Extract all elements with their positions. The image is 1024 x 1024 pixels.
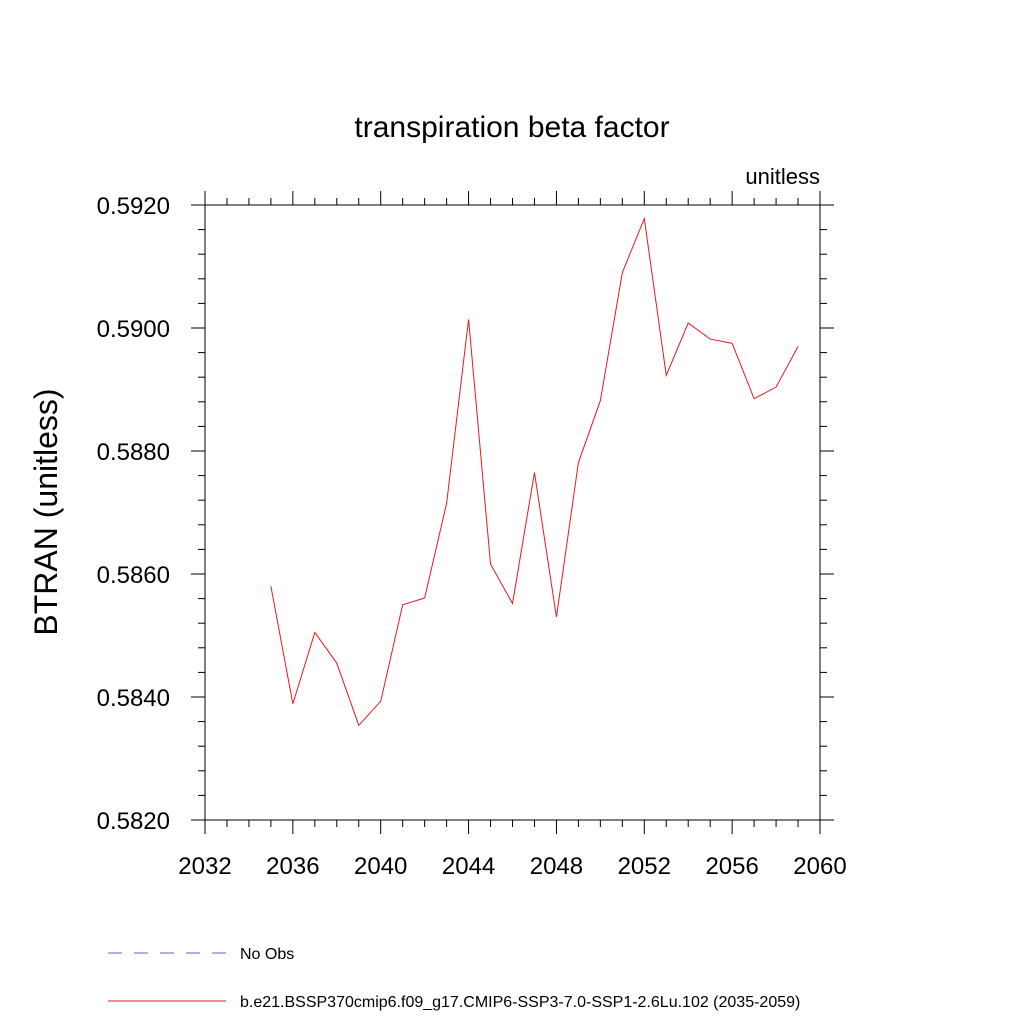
series-layer: [270, 216, 799, 727]
x-tick-label: 2044: [442, 853, 495, 880]
x-tick-label: 2036: [266, 853, 319, 880]
x-tick-label: 2040: [354, 853, 407, 880]
minor-ticks: [198, 198, 827, 827]
plot-frame: [204, 204, 821, 821]
units-label: unitless: [745, 164, 820, 189]
y-tick-label: 0.5840: [97, 685, 170, 712]
y-tick-label: 0.5820: [97, 808, 170, 835]
major-ticks: [191, 191, 834, 834]
x-tick-label: 2056: [705, 853, 758, 880]
y-tick-label: 0.5900: [97, 316, 170, 343]
y-tick-label: 0.5880: [97, 439, 170, 466]
x-tick-label: 2060: [793, 853, 846, 880]
legend-label-no-obs: No Obs: [240, 946, 294, 963]
x-tick-label: 2052: [618, 853, 671, 880]
y-tick-labels: 0.5820 0.5840 0.5860 0.5880 0.5900 0.5920: [97, 193, 170, 835]
x-tick-label: 2048: [530, 853, 583, 880]
x-tick-label: 2032: [178, 853, 231, 880]
y-axis-label: BTRAN (unitless): [28, 388, 64, 635]
series-line: [270, 216, 799, 727]
chart-title: transpiration beta factor: [354, 111, 669, 144]
legend-label-series: b.e21.BSSP370cmip6.f09_g17.CMIP6-SSP3-7.…: [240, 994, 800, 1011]
y-tick-label: 0.5920: [97, 193, 170, 220]
y-tick-label: 0.5860: [97, 562, 170, 589]
legend: No Obs b.e21.BSSP370cmip6.f09_g17.CMIP6-…: [108, 946, 800, 1011]
x-tick-labels: 2032 2036 2040 2044 2048 2052 2056 2060: [178, 853, 846, 880]
